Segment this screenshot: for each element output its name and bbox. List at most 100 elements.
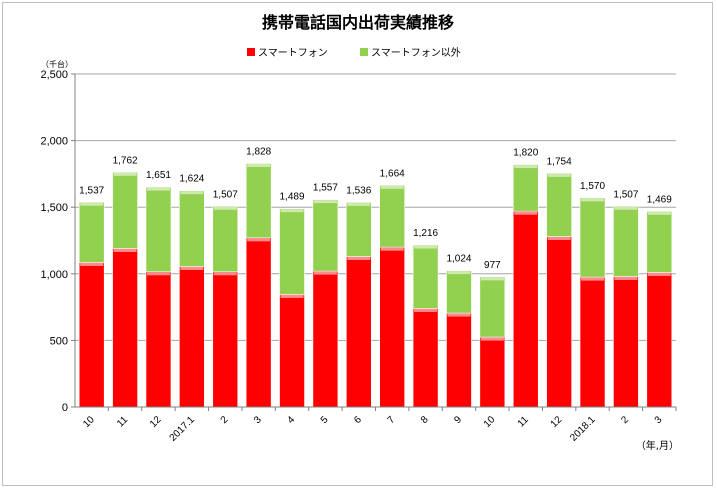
x-tick-label: 11: [516, 414, 531, 429]
bar-non-smartphone-highlight: [247, 164, 271, 168]
y-tick-label: 1,000: [40, 269, 68, 281]
y-unit-label: （千台）: [41, 59, 73, 69]
bar-non-smartphone-highlight: [447, 271, 471, 275]
bar-smartphone-highlight: [514, 211, 538, 215]
bar-non-smartphone-highlight: [80, 202, 104, 206]
bar-non-smartphone-highlight: [280, 209, 304, 213]
bar-smartphone-highlight: [146, 272, 170, 276]
x-tick-label: 12: [549, 414, 565, 430]
total-value-label: 1,024: [446, 254, 471, 265]
bar-non-smartphone: [512, 164, 539, 212]
x-tick-label: 11: [115, 414, 130, 429]
y-tick-label: 500: [50, 335, 68, 347]
x-tick-labels: 10 11 12 2017.1 2 3 4 5 6 7 8 9 10 11 12 2018.1 2 3: [81, 407, 677, 444]
bar-non-smartphone-highlight: [547, 173, 571, 177]
bar-smartphone-highlight: [80, 262, 104, 266]
x-tick-label: 2: [619, 414, 631, 426]
x-tick-label: 3: [653, 414, 665, 426]
bar-non-smartphone: [312, 199, 339, 272]
bar-smartphone: [346, 256, 372, 408]
chart-svg: 携帯電話国内出荷実績推移 スマートフォン スマートフォン以外 （千台） 0 500…: [40, 13, 679, 452]
bar-non-smartphone: [245, 163, 272, 239]
bar-smartphone-highlight: [547, 237, 571, 241]
total-value-label: 1,507: [213, 189, 238, 200]
total-value-label: 1,820: [513, 148, 538, 159]
x-tick-label: 7: [386, 414, 398, 426]
bar-smartphone-highlight: [447, 313, 471, 317]
bar-non-smartphone: [279, 208, 305, 295]
legend-label-smartphone: スマートフォン: [258, 48, 328, 59]
bar-non-smartphone: [646, 211, 673, 273]
total-value-label: 1,828: [246, 147, 271, 158]
legend-swatch-non-smartphone: [360, 48, 368, 56]
bar-smartphone-highlight: [480, 337, 504, 341]
bar-smartphone: [412, 308, 439, 408]
x-tick-label: 9: [452, 414, 464, 426]
total-value-label: 1,570: [580, 181, 605, 192]
total-value-label: 1,537: [79, 185, 104, 196]
y-tick-label: 2,500: [40, 69, 68, 81]
total-value-label: 1,664: [380, 168, 405, 179]
bar-non-smartphone-highlight: [614, 206, 638, 210]
bar-non-smartphone: [346, 202, 372, 257]
bar-smartphone: [312, 270, 339, 408]
bar-non-smartphone: [212, 205, 239, 273]
x-tick-label: 5: [319, 414, 331, 426]
bar-smartphone-highlight: [313, 271, 337, 275]
bar-non-smartphone: [546, 173, 572, 237]
bar-smartphone-highlight: [380, 247, 404, 251]
total-value-label: 1,216: [413, 228, 438, 239]
bar-non-smartphone-highlight: [113, 172, 137, 176]
bar-smartphone-highlight: [347, 256, 371, 260]
bar-smartphone-highlight: [113, 248, 137, 252]
bar-smartphone: [245, 237, 272, 408]
bar-non-smartphone-highlight: [313, 200, 337, 204]
bar-smartphone: [446, 312, 472, 408]
bar-smartphone: [112, 248, 138, 408]
total-value-label: 1,762: [113, 155, 138, 166]
bar-smartphone: [512, 210, 539, 408]
y-tick-labels: 0 500 1,000 1,500 2,000 2,500: [40, 69, 68, 414]
bar-non-smartphone-highlight: [380, 185, 404, 189]
bar-smartphone: [279, 294, 305, 408]
chart-title: 携帯電話国内出荷実績推移: [262, 13, 454, 32]
bar-non-smartphone-highlight: [581, 198, 605, 202]
bar-smartphone-highlight: [647, 272, 671, 276]
bar-smartphone-highlight: [414, 308, 438, 312]
bar-smartphone: [613, 276, 639, 408]
bar-non-smartphone-highlight: [414, 245, 438, 249]
x-tick-label: 4: [285, 414, 297, 426]
x-tick-label: 3: [252, 414, 264, 426]
bar-non-smartphone-highlight: [514, 165, 538, 169]
bar-smartphone-highlight: [581, 277, 605, 281]
x-tick-label: 2: [219, 414, 231, 426]
bar-non-smartphone: [446, 270, 472, 314]
bar-smartphone: [145, 271, 172, 408]
x-tick-label: 10: [482, 414, 498, 430]
y-tick-label: 1,500: [40, 202, 68, 214]
y-tick-label: 2,000: [40, 136, 68, 148]
bar-non-smartphone: [78, 201, 105, 263]
bar-smartphone-highlight: [614, 276, 638, 280]
grid-lines: [71, 73, 676, 408]
bar-non-smartphone-highlight: [647, 211, 671, 215]
legend-swatch-smartphone: [247, 48, 255, 56]
bars: [78, 163, 673, 408]
bar-non-smartphone: [479, 276, 506, 338]
total-value-label: 1,469: [647, 194, 672, 205]
bar-smartphone: [546, 236, 572, 408]
bar-smartphone-highlight: [213, 272, 237, 276]
bar-non-smartphone: [412, 244, 439, 309]
x-tick-label: 2018.1: [568, 414, 598, 444]
bar-non-smartphone-highlight: [213, 206, 237, 210]
legend-label-non-smartphone: スマートフォン以外: [371, 47, 461, 59]
bar-non-smartphone-highlight: [480, 277, 504, 281]
bar-non-smartphone: [579, 197, 606, 278]
total-value-label: 1,651: [146, 170, 171, 181]
x-unit-label: （年,月）: [636, 439, 679, 452]
bar-non-smartphone-highlight: [146, 187, 170, 191]
total-value-label: 977: [484, 260, 501, 271]
total-value-labels: 1,537 1,762 1,651 1,624 1,507 1,828 1,489 1,557…: [79, 147, 672, 271]
bar-smartphone-highlight: [280, 294, 304, 298]
x-tick-label: 12: [148, 414, 164, 430]
